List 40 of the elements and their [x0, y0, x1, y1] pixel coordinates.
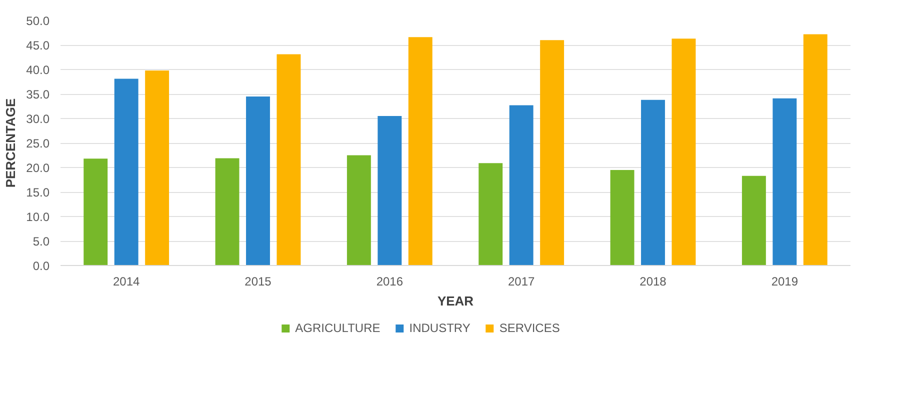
x-tick-label: 2016 — [376, 274, 404, 288]
y-tick-label: 0.0 — [32, 259, 50, 273]
y-tick-label: 45.0 — [26, 38, 50, 52]
bar — [276, 54, 301, 266]
x-tick-label: 2014 — [112, 274, 140, 288]
y-tick-label: 15.0 — [26, 186, 50, 200]
bar — [215, 158, 240, 266]
x-tick-label: 2019 — [771, 274, 798, 288]
bar — [772, 98, 797, 266]
bar — [641, 100, 665, 266]
bar — [84, 158, 108, 266]
y-tick-label: 50.0 — [26, 14, 50, 28]
x-tick-label: 2017 — [508, 274, 536, 288]
bar — [114, 78, 138, 266]
y-tick-label: 40.0 — [26, 63, 50, 77]
legend-label: INDUSTRY — [409, 321, 470, 335]
x-tick-label: 2018 — [640, 274, 667, 288]
y-tick-label: 30.0 — [26, 112, 50, 126]
y-axis-title: PERCENTAGE — [3, 98, 18, 188]
bar — [610, 170, 634, 266]
bar — [408, 37, 432, 266]
bar — [672, 38, 696, 266]
bar — [803, 34, 828, 266]
bar — [478, 163, 503, 266]
y-tick-label: 20.0 — [26, 161, 50, 175]
x-axis-title: YEAR — [437, 294, 474, 308]
y-tick-label: 25.0 — [26, 136, 50, 150]
bar — [509, 105, 534, 266]
legend-label: AGRICULTURE — [295, 321, 380, 335]
y-tick-label: 35.0 — [26, 88, 50, 102]
legend-label: SERVICES — [499, 321, 560, 335]
bar — [145, 70, 170, 266]
bar — [742, 176, 766, 266]
y-tick-label: 5.0 — [32, 234, 50, 248]
bar — [378, 116, 402, 266]
bar — [346, 155, 371, 266]
y-tick-label: 10.0 — [26, 210, 50, 224]
x-tick-label: 2015 — [244, 274, 272, 288]
bar — [246, 96, 270, 266]
bar — [540, 40, 564, 266]
